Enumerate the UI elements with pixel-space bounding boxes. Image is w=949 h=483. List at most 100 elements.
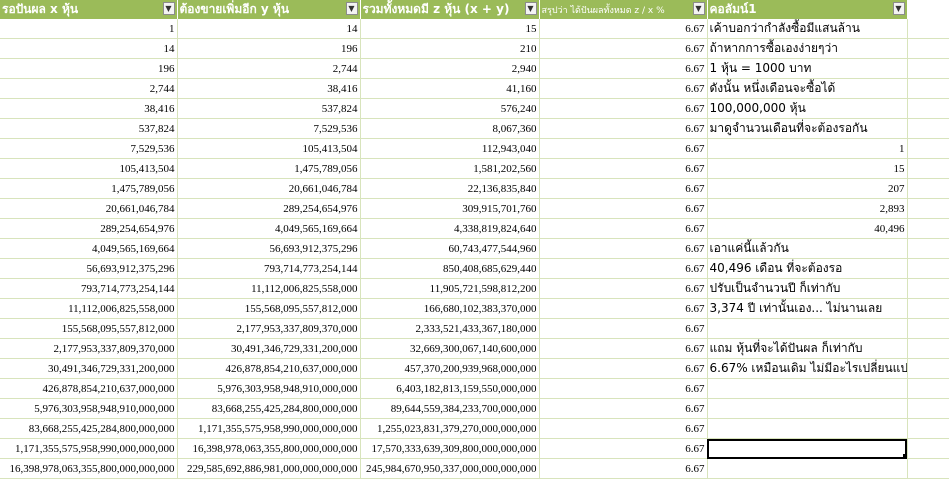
cell-y[interactable]: 20,661,046,784	[177, 178, 361, 199]
cell-x[interactable]: 14	[0, 38, 178, 59]
empty-cell[interactable]	[907, 298, 949, 319]
cell-percent[interactable]: 6.67	[539, 178, 708, 199]
cell-z[interactable]: 11,905,721,598,812,200	[360, 278, 540, 299]
cell-y[interactable]: 105,413,504	[177, 138, 361, 159]
cell-percent[interactable]: 6.67	[539, 138, 708, 159]
cell-z[interactable]: 41,160	[360, 78, 540, 99]
cell-x[interactable]: 105,413,504	[0, 158, 178, 179]
cell-x[interactable]: 56,693,912,375,296	[0, 258, 178, 279]
cell-percent[interactable]: 6.67	[539, 278, 708, 299]
cell-y[interactable]: 426,878,854,210,637,000,000	[177, 358, 361, 379]
cell-note[interactable]	[707, 318, 908, 339]
empty-cell[interactable]	[907, 258, 949, 279]
empty-cell[interactable]	[907, 458, 949, 479]
cell-z[interactable]: 576,240	[360, 98, 540, 119]
cell-note[interactable]: เอาแค่นี้แล้วกัน	[707, 238, 908, 259]
cell-x[interactable]: 196	[0, 58, 178, 79]
cell-percent[interactable]: 6.67	[539, 158, 708, 179]
cell-z[interactable]: 4,338,819,824,640	[360, 218, 540, 239]
cell-x[interactable]: 5,976,303,958,948,910,000,000	[0, 398, 178, 419]
cell-percent[interactable]: 6.67	[539, 378, 708, 399]
cell-y[interactable]: 1,475,789,056	[177, 158, 361, 179]
empty-cell[interactable]	[907, 178, 949, 199]
cell-note[interactable]: 40,496 เดือน ที่จะต้องรอ	[707, 258, 908, 279]
cell-z[interactable]: 60,743,477,544,960	[360, 238, 540, 259]
cell-x[interactable]: 4,049,565,169,664	[0, 238, 178, 259]
cell-note[interactable]: 1	[707, 138, 908, 159]
cell-percent[interactable]: 6.67	[539, 98, 708, 119]
column-header-4[interactable]: สรุปว่า ได้ปันผลทั้งหมด z / x % ▼	[539, 0, 708, 19]
empty-cell[interactable]	[907, 38, 949, 59]
filter-dropdown-icon[interactable]: ▼	[892, 2, 905, 15]
empty-cell[interactable]	[907, 98, 949, 119]
cell-x[interactable]: 83,668,255,425,284,800,000,000	[0, 418, 178, 439]
empty-cell[interactable]	[907, 358, 949, 379]
cell-x[interactable]: 289,254,654,976	[0, 218, 178, 239]
cell-percent[interactable]: 6.67	[539, 398, 708, 419]
empty-cell[interactable]	[907, 278, 949, 299]
cell-note[interactable]: เค้าบอกว่ากำลังซื้อมีแสนล้าน	[707, 19, 908, 39]
empty-cell[interactable]	[907, 118, 949, 139]
empty-cell[interactable]	[907, 318, 949, 339]
cell-y[interactable]: 229,585,692,886,981,000,000,000,000	[177, 458, 361, 479]
cell-percent[interactable]: 6.67	[539, 338, 708, 359]
cell-z[interactable]: 210	[360, 38, 540, 59]
cell-x[interactable]: 11,112,006,825,558,000	[0, 298, 178, 319]
cell-z[interactable]: 166,680,102,383,370,000	[360, 298, 540, 319]
cell-note[interactable]: 15	[707, 158, 908, 179]
cell-x[interactable]: 1,171,355,575,958,990,000,000,000	[0, 438, 178, 459]
cell-y[interactable]: 14	[177, 19, 361, 39]
cell-percent[interactable]: 6.67	[539, 418, 708, 439]
cell-percent[interactable]: 6.67	[539, 458, 708, 479]
selected-cell[interactable]	[707, 438, 908, 459]
cell-y[interactable]: 56,693,912,375,296	[177, 238, 361, 259]
cell-note[interactable]: 40,496	[707, 218, 908, 239]
cell-note[interactable]: 1 หุ้น = 1000 บาท	[707, 58, 908, 79]
filter-dropdown-icon[interactable]: ▼	[524, 2, 537, 15]
cell-percent[interactable]: 6.67	[539, 318, 708, 339]
cell-percent[interactable]: 6.67	[539, 438, 708, 459]
empty-cell[interactable]	[907, 238, 949, 259]
cell-x[interactable]: 1	[0, 19, 178, 39]
cell-y[interactable]: 1,171,355,575,958,990,000,000,000	[177, 418, 361, 439]
cell-z[interactable]: 22,136,835,840	[360, 178, 540, 199]
cell-z[interactable]: 1,255,023,831,379,270,000,000,000	[360, 418, 540, 439]
cell-x[interactable]: 426,878,854,210,637,000,000	[0, 378, 178, 399]
cell-note[interactable]: ถ้าหากการซื้อเองง่ายๆว่า	[707, 38, 908, 59]
cell-percent[interactable]: 6.67	[539, 298, 708, 319]
cell-y[interactable]: 4,049,565,169,664	[177, 218, 361, 239]
cell-x[interactable]: 30,491,346,729,331,200,000	[0, 358, 178, 379]
cell-x[interactable]: 1,475,789,056	[0, 178, 178, 199]
cell-z[interactable]: 17,570,333,639,309,800,000,000,000	[360, 438, 540, 459]
cell-y[interactable]: 5,976,303,958,948,910,000,000	[177, 378, 361, 399]
cell-z[interactable]: 8,067,360	[360, 118, 540, 139]
cell-percent[interactable]: 6.67	[539, 19, 708, 39]
cell-z[interactable]: 245,984,670,950,337,000,000,000,000	[360, 458, 540, 479]
cell-percent[interactable]: 6.67	[539, 198, 708, 219]
cell-z[interactable]: 2,333,521,433,367,180,000	[360, 318, 540, 339]
column-header-2[interactable]: ต้องขายเพิ่มอีก y หุ้น ▼	[177, 0, 361, 19]
filter-dropdown-icon[interactable]: ▼	[692, 2, 705, 15]
cell-percent[interactable]: 6.67	[539, 58, 708, 79]
cell-z[interactable]: 112,943,040	[360, 138, 540, 159]
cell-y[interactable]: 83,668,255,425,284,800,000,000	[177, 398, 361, 419]
empty-cell[interactable]	[907, 218, 949, 239]
cell-z[interactable]: 2,940	[360, 58, 540, 79]
cell-percent[interactable]: 6.67	[539, 258, 708, 279]
cell-note[interactable]: ปรับเป็นจำนวนปี ก็เท่ากับ	[707, 278, 908, 299]
cell-note[interactable]: แถม หุ้นที่จะได้ปันผล ก็เท่ากับ	[707, 338, 908, 359]
cell-y[interactable]: 16,398,978,063,355,800,000,000,000	[177, 438, 361, 459]
cell-y[interactable]: 537,824	[177, 98, 361, 119]
empty-cell[interactable]	[907, 19, 949, 39]
cell-note[interactable]	[707, 458, 908, 479]
empty-cell[interactable]	[907, 338, 949, 359]
cell-y[interactable]: 30,491,346,729,331,200,000	[177, 338, 361, 359]
cell-x[interactable]: 2,177,953,337,809,370,000	[0, 338, 178, 359]
cell-note[interactable]	[707, 378, 908, 399]
cell-y[interactable]: 196	[177, 38, 361, 59]
cell-note[interactable]: 6.67% เหมือนเดิม ไม่มีอะไรเปลี่ยนแปลง	[707, 358, 908, 379]
empty-cell[interactable]	[907, 78, 949, 99]
cell-z[interactable]: 32,669,300,067,140,600,000	[360, 338, 540, 359]
cell-percent[interactable]: 6.67	[539, 358, 708, 379]
cell-y[interactable]: 2,744	[177, 58, 361, 79]
